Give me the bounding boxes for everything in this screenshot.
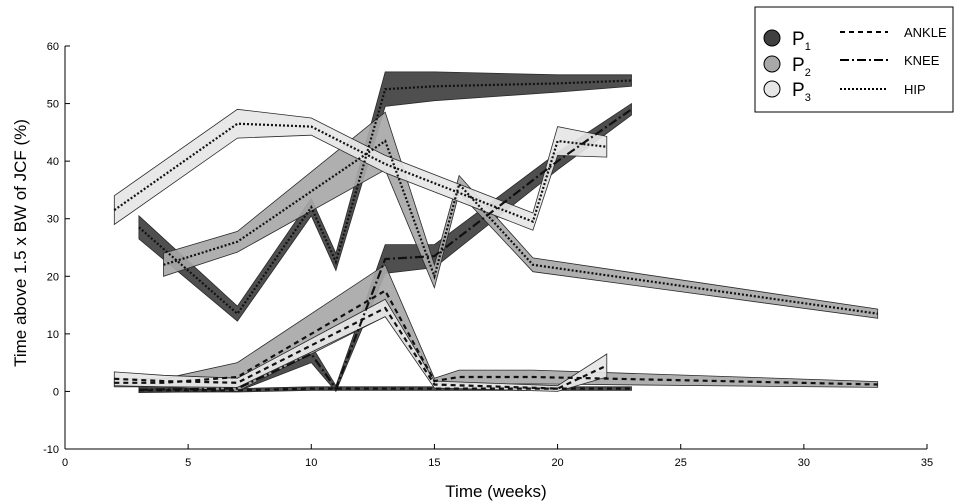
x-tick-label: 25: [675, 457, 687, 469]
series-line-p3-ankle: [114, 306, 608, 390]
legend-marker-p3: [763, 80, 781, 98]
x-tick-label: 15: [428, 457, 440, 469]
y-tick-label: 20: [47, 271, 59, 283]
x-tick-label: 30: [798, 457, 810, 469]
series-band-p3-hip: [113, 108, 608, 231]
y-tick-label: 30: [47, 214, 59, 226]
plot-area: [113, 71, 879, 394]
y-tick-label: 0: [53, 386, 59, 398]
series-line-p2-hip: [163, 139, 878, 315]
legend-label-ankle: ANKLE: [904, 25, 947, 40]
series-band-p2-ankle: [113, 264, 879, 392]
y-tick-label: 50: [47, 99, 59, 111]
x-tick-label: 0: [62, 457, 68, 469]
series-line-p1-knee: [138, 108, 633, 391]
x-tick-label: 10: [305, 457, 317, 469]
y-tick-label: 40: [47, 156, 59, 168]
legend-marker-p1: [763, 29, 781, 47]
legend-marker-p2: [763, 55, 781, 73]
series-line-p1-hip: [138, 79, 632, 316]
y-tick-label: -10: [43, 444, 59, 456]
legend-label-hip: HIP: [904, 82, 926, 97]
legend-label-knee: KNEE: [904, 53, 940, 68]
series-line-p1-ankle: [138, 387, 632, 392]
x-axis-title: Time (weeks): [445, 482, 546, 501]
x-tick-label: 5: [185, 457, 191, 469]
series-band-p1-knee: [138, 102, 632, 394]
legend-subscript: 3: [805, 92, 811, 104]
x-tick-label: 35: [921, 457, 933, 469]
y-tick-label: 60: [47, 41, 59, 53]
series-line-p2-ankle: [114, 289, 878, 386]
x-tick-label: 20: [551, 457, 563, 469]
y-tick-label: 10: [47, 329, 59, 341]
y-axis-title: Time above 1.5 x BW of JCF (%): [11, 119, 30, 367]
legend-subscript: 2: [805, 67, 811, 79]
legend-subscript: 1: [805, 41, 811, 53]
series-band-p1-hip: [138, 71, 632, 322]
